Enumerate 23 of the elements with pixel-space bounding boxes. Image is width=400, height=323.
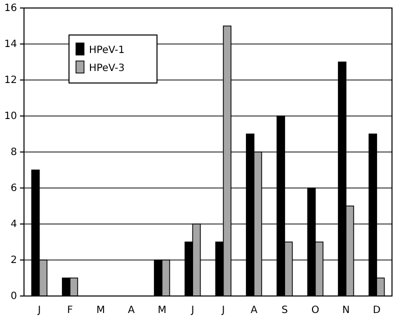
x-tick-label: M: [96, 305, 105, 316]
y-tick-label: 8: [10, 147, 17, 158]
x-tick-label: F: [67, 305, 74, 316]
y-tick-label: 12: [4, 75, 17, 86]
x-tick-label: M: [158, 305, 166, 316]
y-tick-label: 2: [10, 255, 17, 266]
y-tick-label: 4: [10, 219, 17, 230]
y-tick-label: 10: [4, 111, 17, 122]
x-tick-label: N: [342, 305, 350, 316]
x-tick-label: J: [190, 305, 194, 316]
y-tick-label: 16: [4, 3, 17, 14]
x-tick-label: S: [281, 305, 288, 316]
x-tick-label: J: [220, 305, 225, 316]
x-tick-label: D: [372, 305, 381, 316]
y-tick-label: 14: [4, 39, 17, 50]
x-tick-label: J: [36, 305, 41, 316]
x-tick-label: A: [128, 305, 135, 316]
legend-label: HPeV-1: [89, 45, 125, 56]
x-tick-label: O: [311, 305, 320, 316]
x-tick-label: A: [250, 305, 258, 316]
y-tick-label: 6: [10, 183, 17, 194]
legend-label: HPeV-3: [89, 63, 125, 74]
y-tick-label: 0: [10, 291, 17, 302]
